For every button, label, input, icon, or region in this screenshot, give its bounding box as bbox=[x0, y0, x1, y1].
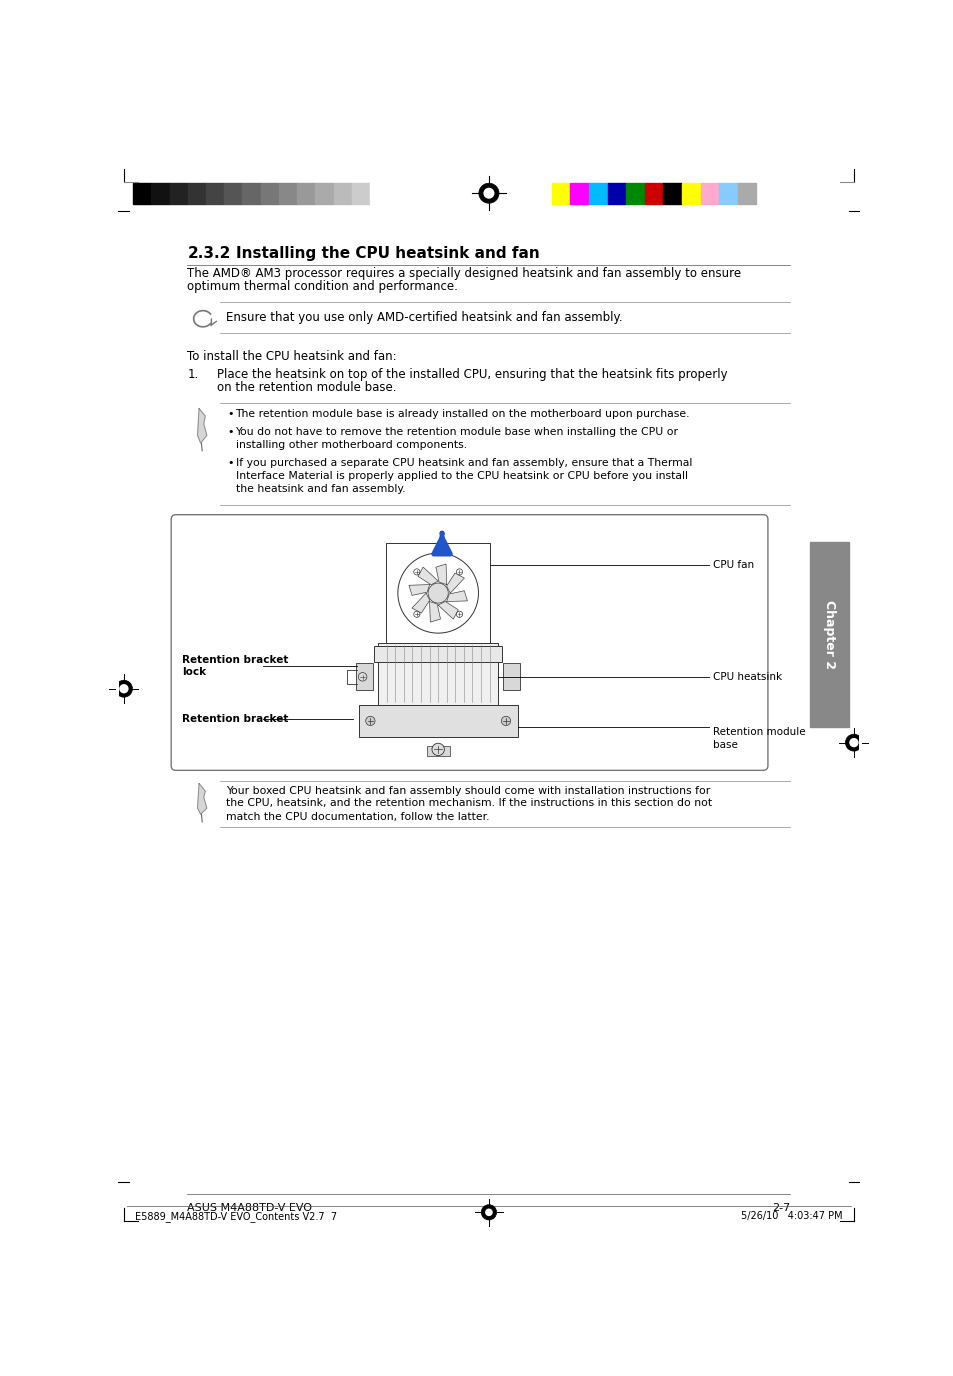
Circle shape bbox=[119, 684, 129, 694]
Text: Installing the CPU heatsink and fan: Installing the CPU heatsink and fan bbox=[235, 246, 538, 261]
Polygon shape bbox=[197, 409, 207, 443]
Text: 1.: 1. bbox=[187, 367, 198, 381]
Bar bbox=[588, 183, 607, 204]
Bar bbox=[133, 183, 152, 204]
Bar bbox=[426, 746, 449, 755]
Circle shape bbox=[397, 553, 478, 633]
Circle shape bbox=[115, 680, 132, 698]
Bar bbox=[377, 643, 497, 705]
Text: Chapter 2: Chapter 2 bbox=[821, 600, 835, 669]
Circle shape bbox=[484, 1208, 493, 1216]
Bar bbox=[570, 183, 588, 204]
Bar bbox=[296, 183, 315, 204]
Text: ASUS M4A88TD-V EVO: ASUS M4A88TD-V EVO bbox=[187, 1203, 313, 1214]
Text: installing other motherboard components.: installing other motherboard components. bbox=[235, 440, 466, 450]
Bar bbox=[334, 183, 352, 204]
Bar bbox=[356, 663, 373, 691]
Bar bbox=[551, 183, 570, 204]
Bar bbox=[170, 183, 188, 204]
Bar bbox=[719, 183, 737, 204]
Text: Retention bracket: Retention bracket bbox=[182, 714, 288, 724]
Text: 2-7: 2-7 bbox=[771, 1203, 790, 1214]
Polygon shape bbox=[436, 564, 446, 585]
Bar bbox=[278, 183, 296, 204]
Text: CPU fan: CPU fan bbox=[712, 560, 753, 570]
Text: Your boxed CPU heatsink and fan assembly should come with installation instructi: Your boxed CPU heatsink and fan assembly… bbox=[226, 786, 710, 795]
Polygon shape bbox=[417, 567, 437, 585]
Text: You do not have to remove the retention module base when installing the CPU or: You do not have to remove the retention … bbox=[235, 428, 678, 438]
Text: 2.3.2: 2.3.2 bbox=[187, 246, 231, 261]
Circle shape bbox=[456, 611, 462, 618]
Text: Retention module
base: Retention module base bbox=[712, 728, 804, 750]
Circle shape bbox=[414, 568, 419, 575]
Bar bbox=[700, 183, 719, 204]
Bar bbox=[737, 183, 756, 204]
Polygon shape bbox=[409, 585, 429, 596]
Text: E5889_M4A88TD-V EVO_Contents V2.7  7: E5889_M4A88TD-V EVO_Contents V2.7 7 bbox=[134, 1211, 336, 1222]
Circle shape bbox=[478, 183, 498, 204]
Polygon shape bbox=[197, 783, 207, 815]
Bar bbox=[681, 183, 700, 204]
Bar bbox=[625, 183, 644, 204]
Bar bbox=[260, 183, 278, 204]
Bar bbox=[607, 183, 625, 204]
Polygon shape bbox=[437, 601, 457, 619]
Text: •: • bbox=[228, 458, 234, 468]
Circle shape bbox=[358, 673, 367, 681]
Polygon shape bbox=[446, 574, 464, 593]
Text: the heatsink and fan assembly.: the heatsink and fan assembly. bbox=[235, 483, 405, 494]
Bar bbox=[809, 542, 847, 728]
Circle shape bbox=[480, 1205, 497, 1221]
Text: To install the CPU heatsink and fan:: To install the CPU heatsink and fan: bbox=[187, 350, 396, 362]
Bar bbox=[152, 183, 170, 204]
Polygon shape bbox=[429, 601, 440, 622]
Text: CPU heatsink: CPU heatsink bbox=[712, 671, 781, 682]
Circle shape bbox=[501, 717, 510, 725]
Circle shape bbox=[844, 735, 862, 751]
FancyBboxPatch shape bbox=[171, 515, 767, 771]
Circle shape bbox=[848, 738, 858, 747]
Text: Ensure that you use only AMD-certified heatsink and fan assembly.: Ensure that you use only AMD-certified h… bbox=[226, 311, 622, 323]
Polygon shape bbox=[412, 593, 429, 614]
Bar bbox=[315, 183, 334, 204]
Circle shape bbox=[432, 743, 444, 755]
Text: Place the heatsink on top of the installed CPU, ensuring that the heatsink fits : Place the heatsink on top of the install… bbox=[216, 367, 727, 381]
Text: The AMD® AM3 processor requires a specially designed heatsink and fan assembly t: The AMD® AM3 processor requires a specia… bbox=[187, 267, 740, 279]
Text: optimum thermal condition and performance.: optimum thermal condition and performanc… bbox=[187, 281, 457, 293]
Text: match the CPU documentation, follow the latter.: match the CPU documentation, follow the … bbox=[226, 812, 489, 821]
Text: on the retention module base.: on the retention module base. bbox=[216, 381, 396, 395]
Bar bbox=[502, 663, 519, 691]
Bar bbox=[358, 705, 517, 738]
Bar bbox=[188, 183, 206, 204]
Circle shape bbox=[428, 583, 448, 603]
Text: Interface Material is properly applied to the CPU heatsink or CPU before you ins: Interface Material is properly applied t… bbox=[235, 471, 687, 480]
Polygon shape bbox=[446, 590, 467, 601]
Text: the CPU, heatsink, and the retention mechanism. If the instructions in this sect: the CPU, heatsink, and the retention mec… bbox=[226, 798, 712, 809]
Text: The retention module base is already installed on the motherboard upon purchase.: The retention module base is already ins… bbox=[235, 409, 689, 420]
Circle shape bbox=[414, 611, 419, 618]
Bar bbox=[242, 183, 260, 204]
Bar bbox=[352, 183, 370, 204]
Text: •: • bbox=[228, 409, 234, 420]
Text: Retention bracket
lock: Retention bracket lock bbox=[182, 655, 288, 677]
Circle shape bbox=[456, 568, 462, 575]
Circle shape bbox=[365, 717, 375, 725]
Bar bbox=[662, 183, 681, 204]
Circle shape bbox=[483, 187, 494, 198]
Text: If you purchased a separate CPU heatsink and fan assembly, ensure that a Thermal: If you purchased a separate CPU heatsink… bbox=[235, 458, 691, 468]
Bar bbox=[374, 647, 501, 662]
Bar bbox=[644, 183, 662, 204]
Bar bbox=[385, 544, 490, 643]
Bar bbox=[206, 183, 224, 204]
Bar bbox=[224, 183, 242, 204]
Bar bbox=[370, 183, 388, 204]
Text: 5/26/10   4:03:47 PM: 5/26/10 4:03:47 PM bbox=[740, 1211, 842, 1221]
Text: •: • bbox=[228, 428, 234, 438]
